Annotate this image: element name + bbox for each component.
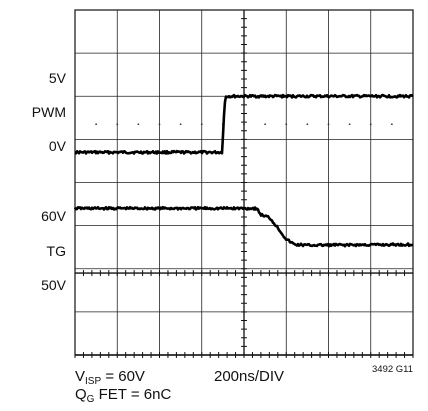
tg-channel-label: TG [46,243,66,259]
tg-trace [73,205,414,248]
figure-id: 3492 G11 [372,364,414,375]
reference-dot [179,123,182,126]
reference-dot [158,123,161,126]
pwm-trace [74,93,414,155]
pwm-low-level-label: 0V [48,138,66,154]
tg-low-level-label: 50V [41,277,66,293]
qg-subscript: G [86,394,95,405]
reference-dot [95,123,98,126]
qg-symbol: Q [75,386,87,403]
pwm-high-level-label: 5V [48,70,66,86]
pwm-channel-label: PWM [31,104,66,120]
visp-subscript: ISP [85,376,102,387]
reference-dot [243,123,245,126]
reference-dot [306,123,309,126]
reference-dot [116,123,119,126]
reference-dots [95,123,393,126]
reference-dot [390,123,393,126]
time-scale-label: 200ns/DIV [214,368,285,385]
traces [73,93,414,248]
tg-high-level-label: 60V [41,208,66,224]
visp-annotation: VISP = 60V [75,368,145,390]
qg-annotation: QG FET = 6nC [75,386,171,408]
qg-value: FET = 6nC [98,386,172,403]
reference-dot [348,123,351,126]
reference-dot [327,123,330,126]
reference-dot [137,123,140,126]
visp-value: = 60V [105,368,145,385]
reference-dot [285,123,288,126]
reference-dot [369,123,372,126]
reference-dot [264,123,267,126]
reference-dot [200,123,203,126]
visp-symbol: V [75,368,86,385]
axis-ticks [74,9,414,358]
